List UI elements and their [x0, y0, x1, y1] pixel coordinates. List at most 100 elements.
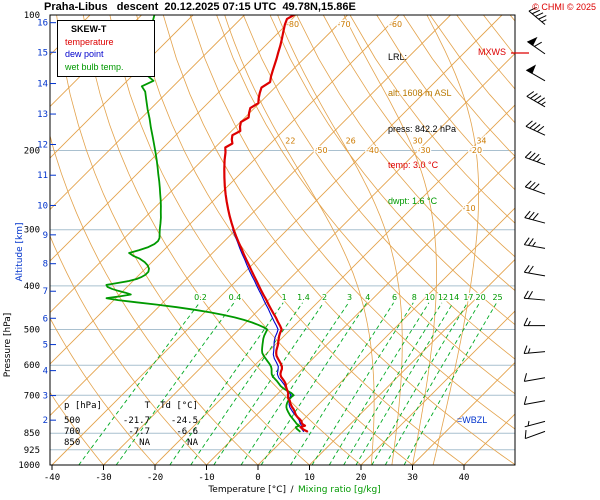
svg-text:20: 20	[356, 473, 367, 483]
svg-text:-80: -80	[286, 20, 299, 29]
table-cell: -21.7	[122, 416, 150, 426]
page-title: Praha-Libus descent 20.12.2025 07:15 UTC…	[44, 1, 356, 13]
wind-barbs	[523, 6, 547, 440]
svg-text:20: 20	[475, 293, 485, 302]
svg-text:-50: -50	[315, 146, 328, 155]
svg-text:-70: -70	[338, 20, 351, 29]
svg-text:30: 30	[412, 137, 422, 146]
svg-text:10: 10	[37, 201, 48, 211]
moist-adiabats	[224, 15, 480, 465]
svg-text:300: 300	[24, 226, 40, 236]
sounding-traces	[105, 15, 309, 433]
svg-text:10: 10	[304, 473, 315, 483]
svg-text:5: 5	[43, 341, 48, 351]
mxws-marker: MXWS	[478, 47, 506, 57]
lrl-press: press: 842.2 hPa	[388, 124, 457, 134]
svg-text:40: 40	[459, 473, 470, 483]
svg-text:-10: -10	[198, 473, 214, 483]
table-cell: 700	[64, 427, 81, 437]
svg-text:16: 16	[37, 19, 48, 29]
lrl-info: LRL: alt: 1608 m ASL press: 842.2 hPa te…	[388, 27, 456, 231]
svg-text:700: 700	[24, 391, 40, 401]
svg-text:0.2: 0.2	[194, 293, 207, 302]
svg-text:1: 1	[282, 293, 287, 302]
svg-text:-20: -20	[147, 473, 163, 483]
svg-text:10: 10	[425, 293, 435, 302]
temperature-axis: -40 -30 -20 -10 0 10 20 30 40	[44, 465, 470, 483]
table-cell: NA	[139, 438, 150, 448]
svg-text:9: 9	[43, 231, 48, 241]
svg-text:3: 3	[43, 392, 48, 402]
table-cell: -6.6	[176, 427, 198, 437]
svg-text:925: 925	[24, 446, 40, 456]
copyright: © CHMI © 2025	[532, 2, 596, 12]
table-header-t: T	[144, 401, 150, 411]
lrl-alt: alt: 1608 m ASL	[388, 88, 452, 98]
svg-text:17: 17	[463, 293, 473, 302]
svg-text:-30: -30	[95, 473, 111, 483]
svg-text:200: 200	[24, 146, 40, 156]
pressure-axis: 100 200 300 400 500 600 700 850 925 1000	[18, 11, 40, 471]
table-cell: NA	[187, 438, 198, 448]
lrl-heading: LRL:	[388, 52, 408, 62]
svg-text:3: 3	[347, 293, 352, 302]
x-axis-title-separator: /	[290, 485, 294, 495]
svg-text:-40: -40	[366, 146, 379, 155]
svg-text:4: 4	[365, 293, 370, 302]
svg-text:-40: -40	[44, 473, 60, 483]
svg-text:400: 400	[24, 282, 40, 292]
svg-text:4: 4	[43, 367, 48, 377]
svg-text:1000: 1000	[18, 461, 40, 471]
svg-text:11: 11	[37, 171, 48, 181]
lrl-dwpt: dwpt: 1.6 °C	[388, 196, 438, 206]
svg-text:500: 500	[24, 326, 40, 336]
svg-text:-30: -30	[418, 146, 431, 155]
trace-temperature	[223, 15, 309, 433]
svg-text:8: 8	[412, 293, 417, 302]
dry-adiabats	[50, 15, 515, 465]
isotherms	[50, 15, 515, 465]
svg-text:14: 14	[37, 80, 48, 90]
table-cell: 850	[64, 438, 81, 448]
svg-text:0: 0	[255, 473, 260, 483]
wbzl-marker: =WBZL	[457, 415, 488, 425]
table-cell: 500	[64, 416, 81, 426]
legend-item-dew-point: dew point	[65, 49, 104, 59]
x-axis-title-temperature: Temperature [°C]	[207, 485, 286, 495]
svg-text:34: 34	[476, 137, 486, 146]
table-cell: -24.5	[170, 416, 198, 426]
legend: SKEW-T temperature dew point wet bulb te…	[57, 20, 155, 77]
legend-item-temperature: temperature	[65, 36, 114, 47]
svg-text:12: 12	[37, 141, 48, 151]
mixing-ratio-lines	[78, 302, 497, 465]
svg-text:-20: -20	[469, 146, 482, 155]
svg-text:600: 600	[24, 361, 40, 371]
svg-text:22: 22	[285, 137, 295, 146]
table-header-p: p [hPa]	[64, 401, 102, 411]
table-cell: -7.7	[128, 427, 150, 437]
svg-text:12: 12	[438, 293, 448, 302]
data-table: p [hPa] T Td [°C] 500 -21.7 -24.5 700 -7…	[64, 401, 198, 448]
svg-text:15: 15	[37, 48, 48, 58]
svg-text:6: 6	[392, 293, 397, 302]
svg-text:7: 7	[43, 287, 48, 297]
trace-dew-point	[105, 15, 301, 433]
svg-text:2: 2	[322, 293, 327, 302]
legend-title: SKEW-T	[71, 24, 107, 34]
svg-text:-10: -10	[463, 204, 476, 213]
svg-text:30: 30	[407, 473, 418, 483]
lrl-temp: temp: 3.0 °C	[388, 160, 439, 170]
legend-item-wet-bulb: wet bulb temp.	[65, 61, 124, 72]
x-axis-title-mixing-ratio: Mixing ratio [g/kg]	[298, 485, 381, 495]
svg-text:8: 8	[43, 260, 48, 270]
svg-text:100: 100	[24, 11, 40, 21]
altitude-axis-title: Altitude [km]	[15, 222, 25, 281]
svg-text:-60: -60	[389, 20, 402, 29]
altitude-axis: 16 15 14 13 12 11 10 9 8 7 6 5 4 3 2	[37, 19, 56, 426]
svg-text:14: 14	[449, 293, 459, 302]
trace-wet-bulb-temp-	[232, 229, 305, 432]
svg-text:1.4: 1.4	[297, 293, 310, 302]
